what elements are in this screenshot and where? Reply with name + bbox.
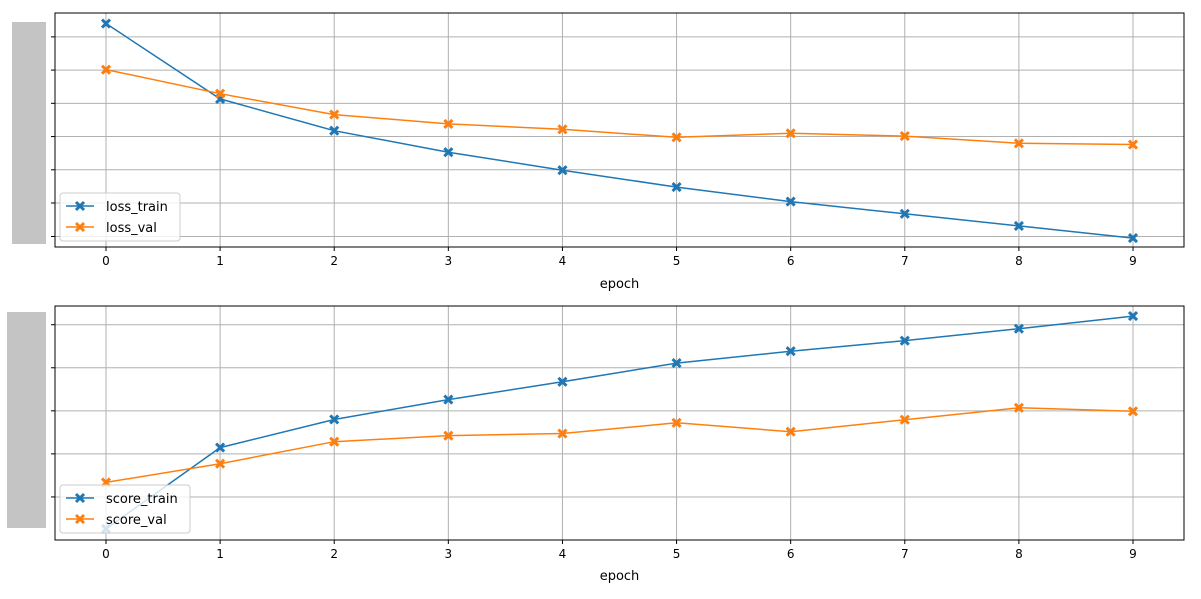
point-score-val-1: [215, 458, 226, 469]
point-score-train-1: [215, 442, 226, 453]
x-tick-label: 9: [1129, 547, 1137, 561]
x-tick-label: 3: [445, 254, 453, 268]
x-tick-label: 0: [102, 254, 110, 268]
x-tick-label: 3: [445, 547, 453, 561]
point-score-val-3: [443, 430, 454, 441]
x-tick-label: 8: [1015, 254, 1023, 268]
x-tick-label: 4: [559, 254, 567, 268]
point-score-val-2: [329, 436, 340, 447]
score-legend: score_train score_val: [59, 484, 191, 534]
point-score-val-5: [671, 417, 682, 428]
point-loss-train-6: [785, 196, 796, 207]
point-score-val-9: [1127, 406, 1139, 417]
point-loss-val-6: [785, 128, 796, 139]
loss-grid: [55, 13, 1184, 247]
loss-series-group: [100, 18, 1139, 244]
point-score-train-8: [1013, 323, 1024, 334]
point-loss-val-3: [443, 118, 454, 129]
point-score-train-5: [671, 358, 682, 369]
point-loss-val-5: [671, 132, 682, 143]
series-line-loss-train: [105, 22, 1134, 239]
point-score-train-7: [899, 335, 910, 346]
loss-legend: loss_train loss_val: [59, 192, 181, 242]
legend-label-score-train: score_train: [106, 492, 178, 507]
x-tick-label: 7: [901, 547, 909, 561]
legend-label-loss-val: loss_val: [106, 221, 157, 236]
x-tick-label: 6: [787, 254, 795, 268]
point-loss-train-4: [557, 165, 568, 176]
score-series-group: [100, 311, 1139, 534]
point-score-train-6: [785, 346, 796, 357]
point-loss-train-5: [671, 182, 682, 193]
point-loss-train-2: [329, 125, 340, 136]
point-score-val-8: [1013, 402, 1024, 413]
score-ticks: 0 1 2 3 4 5 6 7 8 9: [51, 324, 1137, 561]
x-tick-label: 2: [330, 254, 338, 268]
point-loss-train-0: [100, 18, 112, 29]
x-tick-label: 9: [1129, 254, 1137, 268]
x-tick-label: 6: [787, 547, 795, 561]
point-score-val-7: [899, 414, 910, 425]
score-x-axis-label: epoch: [600, 569, 640, 584]
point-loss-train-9: [1127, 233, 1139, 244]
point-loss-train-8: [1013, 220, 1024, 232]
loss-axes-frame: [54, 12, 1185, 248]
point-score-train-4: [557, 376, 568, 387]
point-loss-val-0: [100, 64, 112, 75]
point-loss-val-8: [1013, 138, 1024, 149]
legend-marker-score-val: [74, 513, 86, 525]
point-score-val-6: [785, 426, 796, 437]
redacted-y-axis-block: [7, 312, 46, 528]
point-loss-val-7: [899, 131, 910, 142]
x-tick-label: 1: [216, 254, 224, 268]
x-tick-label: 4: [559, 547, 567, 561]
point-loss-val-9: [1127, 139, 1139, 150]
x-tick-label: 7: [901, 254, 909, 268]
x-tick-label: 5: [673, 254, 681, 268]
loss-ticks: 0 1 2 3 4 5 6 7 8 9: [51, 36, 1137, 268]
point-score-val-4: [557, 428, 568, 439]
score-subplot: 0 1 2 3 4 5 6 7 8 9 epoch score_train score_val: [7, 305, 1185, 584]
point-loss-train-3: [443, 147, 454, 158]
legend-label-score-val: score_val: [106, 513, 167, 528]
x-tick-label: 8: [1015, 547, 1023, 561]
x-tick-label: 2: [330, 547, 338, 561]
point-loss-val-2: [329, 109, 340, 120]
loss-subplot: 0 1 2 3 4 5 6 7 8 9 epoch loss_train loss_val: [12, 12, 1185, 292]
series-line-loss-val: [105, 68, 1134, 146]
loss-legend-box: [59, 192, 181, 242]
legend-marker-loss-val: [74, 221, 86, 233]
x-tick-label: 1: [216, 547, 224, 561]
point-loss-val-4: [557, 124, 568, 135]
point-loss-val-1: [215, 88, 226, 99]
loss-x-axis-label: epoch: [600, 277, 640, 292]
point-score-train-2: [329, 414, 340, 425]
score-legend-box: [59, 484, 191, 534]
legend-marker-loss-train: [74, 200, 86, 212]
point-loss-train-7: [899, 208, 910, 219]
series-line-score-train: [105, 315, 1134, 530]
point-score-train-9: [1127, 311, 1139, 322]
series-line-score-val: [105, 407, 1134, 484]
score-axes-frame: [54, 305, 1185, 541]
legend-marker-score-train: [74, 492, 86, 504]
x-tick-label: 5: [673, 547, 681, 561]
redacted-y-axis-block: [12, 22, 46, 244]
point-score-train-3: [443, 394, 454, 405]
legend-label-loss-train: loss_train: [106, 200, 168, 215]
x-tick-label: 0: [102, 547, 110, 561]
